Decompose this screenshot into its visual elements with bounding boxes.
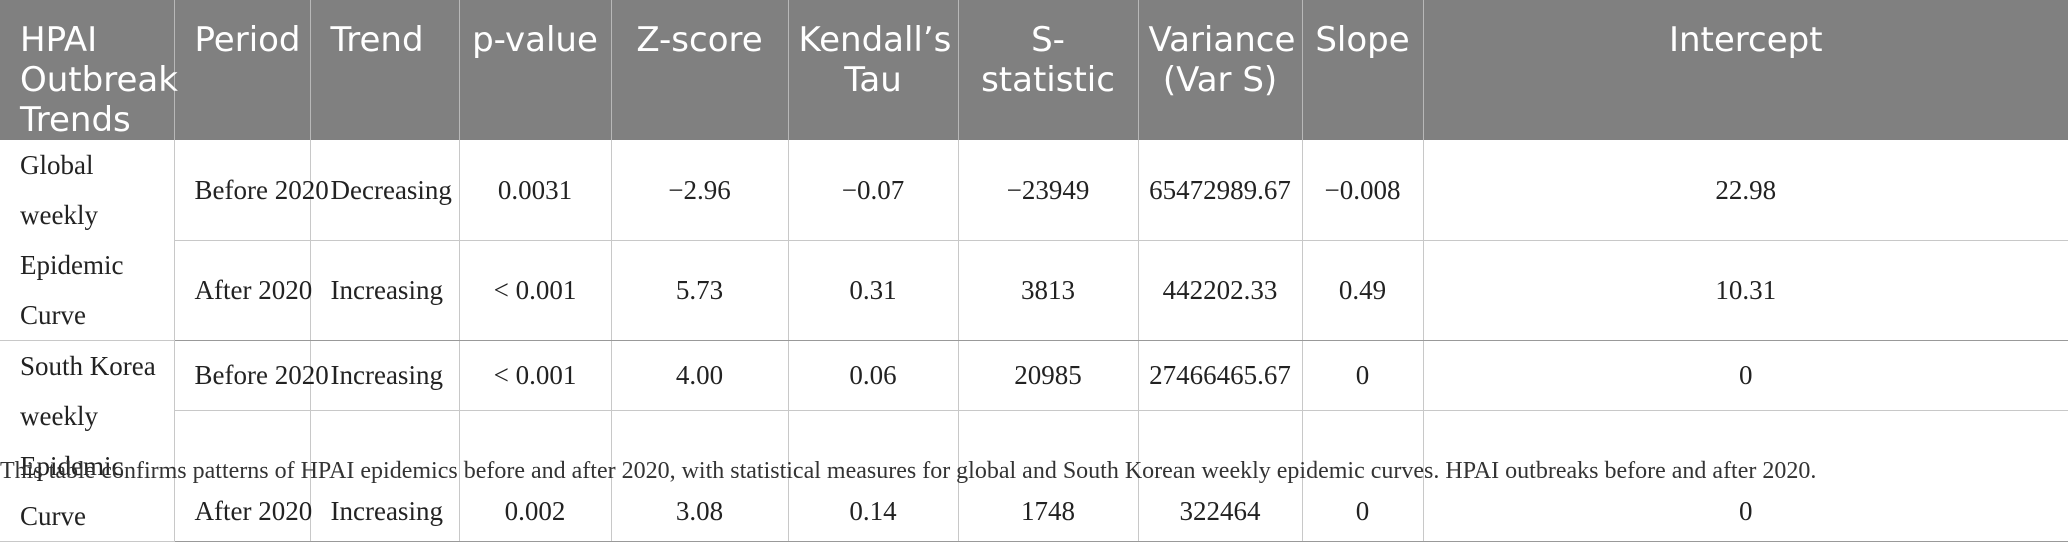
group-label-line: weekly (20, 401, 98, 431)
cell-z-score: 4.00 (611, 340, 789, 412)
cell-trend: Increasing (310, 340, 460, 412)
header-z-score: Z-score (611, 0, 789, 140)
group-label-south-korea: South Korea weekly Epidemic Curve (0, 340, 175, 542)
table-row: South Korea weekly Epidemic Curve Before… (0, 340, 2068, 542)
cell-p-value: < 0.001 (459, 340, 612, 412)
cell-slope: 0.49 (1302, 240, 1424, 341)
cell-period: Before 2020 (174, 140, 329, 242)
cell-variance: 27466465.67 (1138, 340, 1303, 412)
table-row: After 2020 Increasing < 0.001 5.73 0.31 … (0, 240, 2068, 341)
cell-s-statistic: 20985 (958, 340, 1139, 412)
table-row: Global weekly Epidemic Curve Before 2020… (0, 140, 2068, 341)
header-hpai-outbreak-trends: HPAI Outbreak Trends (0, 0, 178, 140)
group-label-line: Global weekly (20, 150, 98, 230)
cell-kendall-tau: 0.06 (788, 340, 959, 412)
cell-p-value: 0.0031 (459, 140, 612, 242)
table-caption: This table confirms patterns of HPAI epi… (0, 458, 1817, 484)
cell-trend: Decreasing (310, 140, 460, 242)
header-p-value: p-value (459, 0, 612, 140)
cell-variance: 442202.33 (1138, 240, 1303, 341)
cell-slope: 0 (1302, 340, 1424, 412)
cell-slope: −0.008 (1302, 140, 1424, 242)
cell-intercept: 10.31 (1423, 240, 2068, 341)
header-variance: Variance (Var S) (1138, 0, 1303, 140)
cell-trend: Increasing (310, 240, 460, 341)
header-period: Period (174, 0, 311, 140)
header-row: HPAI Outbreak Trends Period Trend p-valu… (0, 0, 2068, 140)
cell-intercept: 22.98 (1423, 140, 2068, 242)
header-slope: Slope (1302, 0, 1424, 140)
cell-intercept: 0 (1423, 340, 2068, 412)
header-kendalls-tau: Kendall’s Tau (788, 0, 959, 140)
cell-z-score: −2.96 (611, 140, 789, 242)
header-intercept: Intercept (1423, 0, 2068, 140)
group-label-line: Epidemic Curve (20, 250, 124, 330)
cell-kendall-tau: −0.07 (788, 140, 959, 242)
header-trend: Trend (310, 0, 460, 140)
header-s-statistic: S-statistic (958, 0, 1139, 140)
cell-kendall-tau: 0.31 (788, 240, 959, 341)
cell-s-statistic: −23949 (958, 140, 1139, 242)
group-label-line: South Korea (20, 351, 156, 381)
cell-s-statistic: 3813 (958, 240, 1139, 341)
cell-variance: 65472989.67 (1138, 140, 1303, 242)
cell-period: Before 2020 (174, 340, 329, 412)
cell-period: After 2020 (174, 240, 312, 341)
cell-z-score: 5.73 (611, 240, 789, 341)
cell-p-value: < 0.001 (459, 240, 612, 341)
group-label-global: Global weekly Epidemic Curve (0, 140, 175, 341)
